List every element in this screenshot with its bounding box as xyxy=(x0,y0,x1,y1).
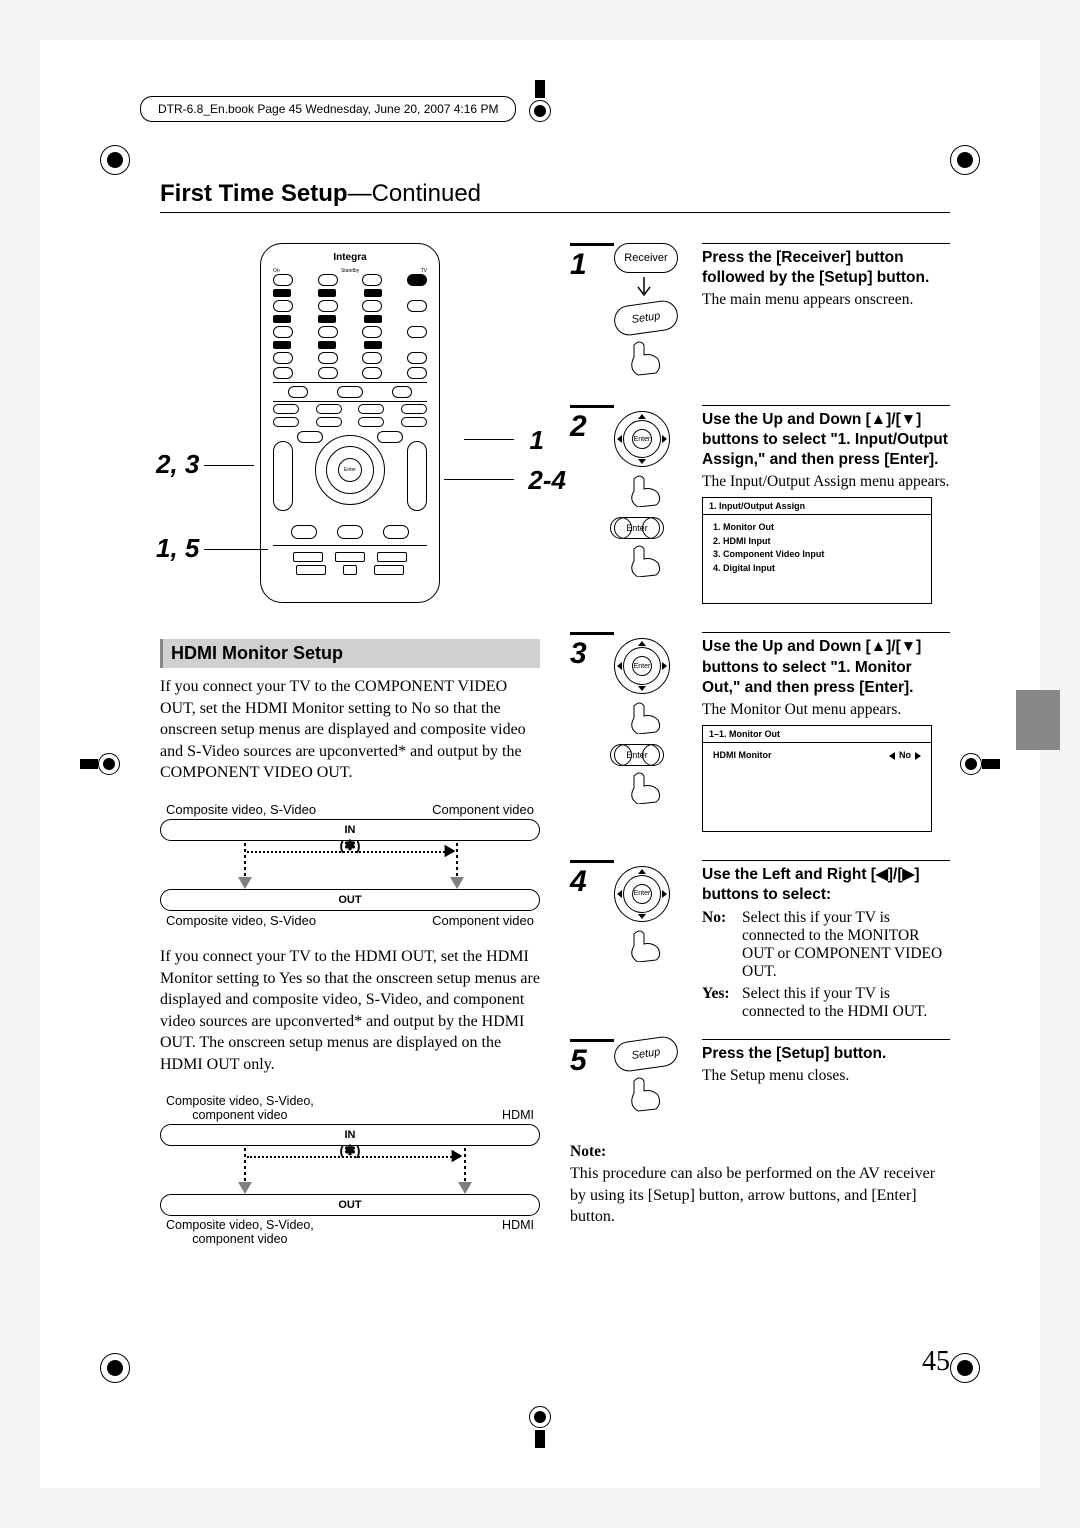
crop-mark xyxy=(950,1353,980,1383)
crop-mark xyxy=(950,145,980,175)
callout-2-3: 2, 3 xyxy=(156,449,199,480)
note-text: This procedure can also be performed on … xyxy=(570,1163,950,1228)
note-header: Note: xyxy=(570,1143,950,1161)
crop-mark-bottom xyxy=(529,1404,551,1448)
hand-press-icon xyxy=(614,337,674,377)
setup-button-icon: Setup xyxy=(612,299,680,338)
setup-button-icon: Setup xyxy=(612,1035,680,1074)
left-column: Integra OnStandbyTV xyxy=(160,243,540,1244)
remote-brand: Integra xyxy=(261,252,439,263)
step-5: 5 Setup Press the [Setup] button. The Se… xyxy=(570,1039,950,1113)
crop-mark-right xyxy=(950,753,1000,775)
press-arrow-icon xyxy=(614,273,674,303)
callout-2-4: 2-4 xyxy=(528,465,566,496)
content: First Time Setup—Continued Integra OnSta… xyxy=(160,180,950,1378)
callout-1-5: 1, 5 xyxy=(156,533,199,564)
thumb-tab xyxy=(1016,690,1060,750)
page-title: First Time Setup—Continued xyxy=(160,180,950,213)
right-column: 1 Receiver Setup Press the [Receiver] bu… xyxy=(570,243,950,1244)
signal-diagram-1: Composite video, S-VideoComponent video … xyxy=(160,802,540,922)
menu-screenshot: 1. Input/Output Assign 1. Monitor Out 2.… xyxy=(702,497,932,604)
header-stamp-text: DTR-6.8_En.book Page 45 Wednesday, June … xyxy=(152,96,504,122)
header-stamp: DTR-6.8_En.book Page 45 Wednesday, June … xyxy=(140,96,516,122)
step-3: 3 Enter Enter Use the Up and Down [▲]/[▼… xyxy=(570,632,950,831)
enter-button-icon: Enter xyxy=(614,517,660,539)
signal-diagram-2: Composite video, S-Video,component video… xyxy=(160,1094,540,1244)
hand-press-icon xyxy=(614,1073,674,1113)
step-2: 2 Enter Enter Use the Up and Down [▲]/[▼… xyxy=(570,405,950,604)
paragraph: If you connect your TV to the HDMI OUT, … xyxy=(160,946,540,1076)
crop-mark-top xyxy=(529,80,551,124)
menu-screenshot: 1–1. Monitor Out HDMI Monitor No xyxy=(702,725,932,832)
remote-control-illustration: Integra OnStandbyTV xyxy=(260,243,440,603)
step-1: 1 Receiver Setup Press the [Receiver] bu… xyxy=(570,243,950,377)
title-bold: First Time Setup xyxy=(160,180,348,207)
step-4: 4 Enter Use the Left and Right [◀]/[▶] b… xyxy=(570,860,950,1021)
page-number: 45 xyxy=(922,1346,950,1378)
crop-mark-left xyxy=(80,753,130,775)
paragraph: If you connect your TV to the COMPONENT … xyxy=(160,676,540,784)
hand-press-icon xyxy=(614,700,674,734)
hand-press-icon xyxy=(614,928,674,962)
nav-ring-icon: Enter xyxy=(614,866,670,922)
callout-1: 1 xyxy=(530,425,544,456)
crop-mark xyxy=(100,145,130,175)
receiver-button-icon: Receiver xyxy=(614,243,678,273)
enter-button-icon: Enter xyxy=(614,744,660,766)
crop-mark xyxy=(100,1353,130,1383)
nav-ring-icon: Enter xyxy=(614,638,670,694)
hand-press-icon xyxy=(614,543,674,577)
title-rest: —Continued xyxy=(348,180,481,207)
page: DTR-6.8_En.book Page 45 Wednesday, June … xyxy=(40,40,1040,1488)
section-header-hdmi: HDMI Monitor Setup xyxy=(160,639,540,668)
hand-press-icon xyxy=(614,770,674,804)
nav-ring-icon: Enter xyxy=(614,411,670,467)
hand-press-icon xyxy=(614,473,674,507)
